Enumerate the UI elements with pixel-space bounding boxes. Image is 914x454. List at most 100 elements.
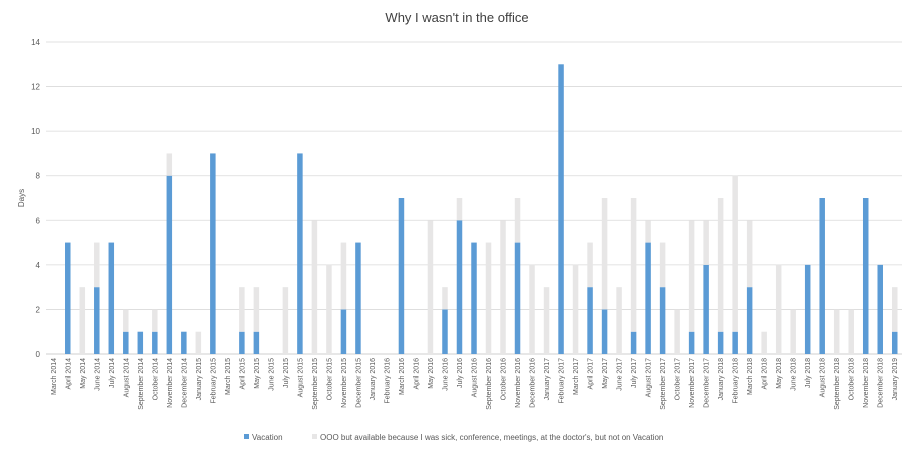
legend: Vacation OOO but available because I was… [244, 433, 663, 442]
bar-ooo [848, 309, 854, 354]
bar-vacation [601, 309, 608, 354]
bar-vacation [340, 309, 347, 354]
y-tick-label: 8 [36, 172, 41, 181]
bar-ooo [456, 198, 463, 221]
x-tick-label: December 2017 [704, 358, 711, 408]
bar-vacation [891, 331, 898, 354]
x-tick-label: February 2015 [210, 358, 217, 404]
bar-vacation [746, 287, 753, 354]
bar-vacation [514, 242, 521, 354]
bar-ooo [166, 153, 173, 176]
x-tick-label: January 2016 [370, 358, 377, 401]
legend-swatch-ooo [312, 434, 317, 439]
bar-ooo [500, 220, 506, 354]
y-tick-label: 14 [31, 38, 40, 47]
bar-ooo [630, 198, 637, 332]
x-tick-label: November 2018 [863, 358, 870, 408]
bar-vacation [819, 198, 825, 354]
x-tick-labels: March 2014 April 2014 May 2014 June 2014 Jul… [51, 358, 899, 410]
x-tick-label: September 2016 [486, 358, 493, 410]
legend-label-ooo: OOO but available because I was sick, co… [320, 433, 663, 442]
x-tick-label: January 2018 [718, 358, 725, 401]
bar-vacation [181, 331, 187, 354]
bar-ooo [732, 175, 738, 332]
x-tick-label: August 2014 [123, 358, 130, 397]
bar-vacation [253, 331, 260, 354]
x-tick-label: December 2016 [530, 358, 537, 408]
x-tick-label: May 2016 [428, 358, 435, 389]
bar-ooo [659, 242, 666, 288]
bar-vacation [94, 287, 100, 354]
y-tick-label: 12 [31, 83, 40, 92]
bar-ooo [311, 220, 318, 354]
bar-ooo [790, 309, 796, 354]
x-tick-label: January 2015 [196, 358, 203, 401]
x-tick-label: May 2014 [80, 358, 87, 389]
x-tick-label: June 2016 [442, 358, 449, 391]
y-tick-label: 6 [36, 216, 41, 225]
bar-vacation [297, 153, 303, 354]
y-tick-labels: 0 2 4 6 8 10 12 14 [31, 38, 40, 359]
bar-vacation [239, 331, 245, 354]
x-tick-label: November 2016 [515, 358, 522, 408]
x-tick-label: October 2016 [501, 358, 508, 401]
bar-vacation [659, 287, 666, 354]
bar-ooo [572, 264, 579, 354]
bar-ooo [688, 220, 695, 332]
x-tick-label: June 2018 [791, 358, 798, 391]
x-tick-label: July 2017 [631, 358, 638, 388]
bar-vacation [471, 242, 477, 354]
bar-vacation [732, 331, 738, 354]
x-tick-label: March 2014 [51, 358, 58, 395]
bar-ooo [514, 198, 521, 243]
bar-vacation [645, 242, 651, 354]
bar-vacation [456, 220, 463, 354]
x-tick-label: December 2015 [355, 358, 362, 408]
bar-vacation [123, 331, 129, 354]
x-tick-label: November 2017 [689, 358, 696, 408]
x-tick-label: October 2015 [326, 358, 333, 401]
x-tick-label: January 2017 [544, 358, 551, 401]
bar-ooo [674, 309, 680, 354]
bar-ooo [717, 198, 724, 332]
y-tick-label: 10 [31, 127, 40, 136]
bar-ooo [442, 287, 448, 310]
bar-vacation [210, 153, 216, 354]
x-tick-label: March 2018 [747, 358, 754, 395]
x-tick-label: May 2015 [254, 358, 261, 389]
x-tick-label: July 2015 [283, 358, 290, 388]
bar-ooo [123, 309, 129, 332]
chart-title: Why I wasn't in the office [385, 10, 528, 25]
bar-vacation [688, 331, 695, 354]
bar-ooo [94, 242, 100, 288]
bar-vacation [355, 242, 361, 354]
x-tick-label: April 2018 [762, 358, 769, 390]
x-tick-label: May 2018 [776, 358, 783, 389]
x-tick-label: March 2016 [399, 358, 406, 395]
bar-ooo [253, 287, 260, 332]
x-tick-label: January 2019 [892, 358, 899, 401]
bar-ooo [645, 220, 651, 243]
bar-ooo [239, 287, 245, 332]
bar-ooo [775, 264, 782, 354]
x-tick-label: April 2014 [65, 358, 72, 390]
bar-ooo [587, 242, 593, 288]
y-axis-label: Days [17, 189, 26, 207]
y-tick-label: 2 [36, 305, 41, 314]
x-tick-label: August 2016 [472, 358, 479, 397]
bar-vacation [166, 175, 173, 354]
bar-vacation [398, 198, 405, 354]
bar-ooo [195, 331, 202, 354]
bar-ooo [326, 264, 332, 354]
x-tick-label: April 2017 [588, 358, 595, 390]
x-tick-label: July 2018 [805, 358, 812, 388]
x-tick-label: December 2014 [181, 358, 188, 408]
bar-ooo [761, 331, 767, 354]
bar-ooo [746, 220, 753, 288]
x-tick-label: March 2015 [225, 358, 232, 395]
x-tick-label: August 2017 [646, 358, 653, 397]
x-tick-label: June 2014 [94, 358, 101, 391]
x-tick-label: September 2018 [834, 358, 841, 410]
bar-vacation [65, 242, 71, 354]
